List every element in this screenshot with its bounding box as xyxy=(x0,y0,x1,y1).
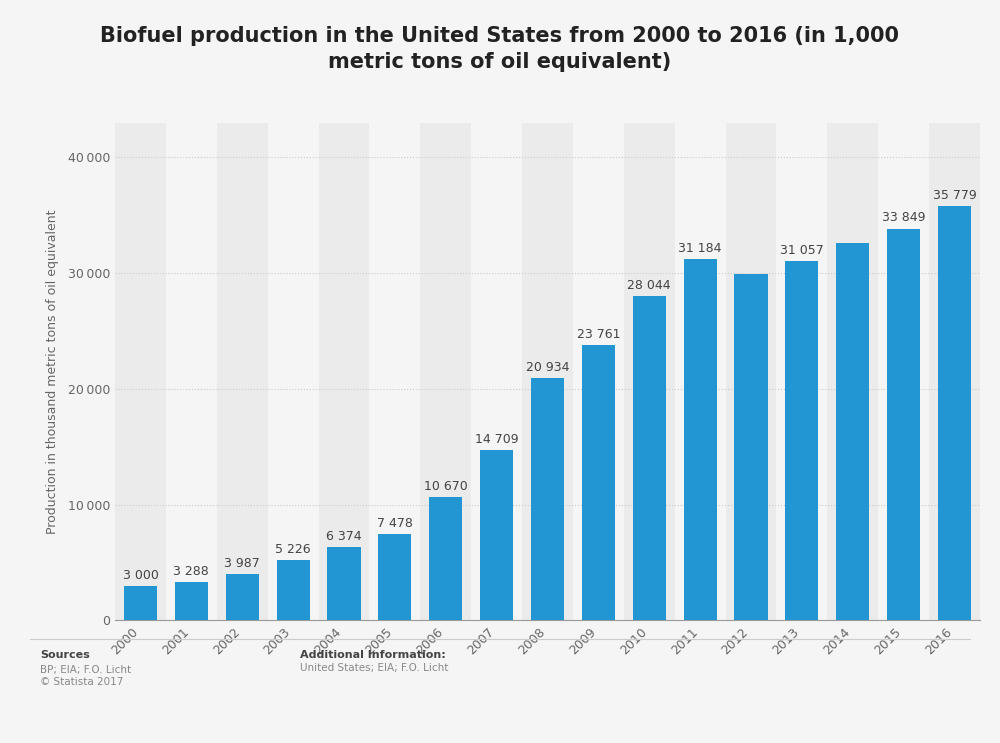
Bar xyxy=(734,274,768,620)
Text: Sources: Sources xyxy=(40,650,90,660)
Text: 3 987: 3 987 xyxy=(224,557,260,570)
Bar xyxy=(573,123,624,620)
Bar xyxy=(624,123,675,620)
Bar xyxy=(166,123,217,620)
Bar xyxy=(226,574,259,620)
Bar xyxy=(582,345,615,620)
Bar xyxy=(827,123,878,620)
Text: 10 670: 10 670 xyxy=(424,480,468,493)
Text: 3 000: 3 000 xyxy=(123,568,158,582)
Text: 31 184: 31 184 xyxy=(678,242,722,256)
Bar xyxy=(633,296,666,620)
Text: 35 779: 35 779 xyxy=(933,189,976,202)
Bar xyxy=(726,123,776,620)
Bar xyxy=(378,533,411,620)
Bar xyxy=(124,585,157,620)
Bar xyxy=(684,259,717,620)
Text: 6 374: 6 374 xyxy=(326,530,362,542)
Bar xyxy=(471,123,522,620)
Bar xyxy=(675,123,726,620)
Bar xyxy=(887,229,920,620)
Bar xyxy=(531,378,564,620)
Y-axis label: Production in thousand metric tons of oil equivalent: Production in thousand metric tons of oi… xyxy=(46,210,59,533)
Bar xyxy=(277,560,310,620)
Bar xyxy=(420,123,471,620)
Text: Additional Information:: Additional Information: xyxy=(300,650,446,660)
Bar xyxy=(217,123,268,620)
Text: 5 226: 5 226 xyxy=(275,543,311,556)
Bar xyxy=(319,123,369,620)
Bar xyxy=(175,583,208,620)
Bar xyxy=(785,261,818,620)
Text: 33 849: 33 849 xyxy=(882,212,925,224)
Bar xyxy=(115,123,166,620)
Text: United States; EIA; F.O. Licht: United States; EIA; F.O. Licht xyxy=(300,663,448,672)
Bar xyxy=(268,123,319,620)
Text: 28 044: 28 044 xyxy=(627,279,671,292)
Bar xyxy=(776,123,827,620)
Bar xyxy=(327,547,361,620)
Text: 7 478: 7 478 xyxy=(377,517,413,530)
Bar xyxy=(480,450,513,620)
Text: Biofuel production in the United States from 2000 to 2016 (in 1,000
metric tons : Biofuel production in the United States … xyxy=(100,26,900,72)
Bar xyxy=(429,497,462,620)
Bar xyxy=(836,243,869,620)
Text: BP; EIA; F.O. Licht
© Statista 2017: BP; EIA; F.O. Licht © Statista 2017 xyxy=(40,665,131,687)
Bar xyxy=(369,123,420,620)
Text: 23 761: 23 761 xyxy=(577,328,620,341)
Text: 3 288: 3 288 xyxy=(173,565,209,578)
Text: 20 934: 20 934 xyxy=(526,361,569,374)
Text: 31 057: 31 057 xyxy=(780,244,824,257)
Bar xyxy=(938,207,971,620)
Bar xyxy=(929,123,980,620)
Text: 14 709: 14 709 xyxy=(475,433,518,446)
Bar xyxy=(522,123,573,620)
Bar xyxy=(878,123,929,620)
